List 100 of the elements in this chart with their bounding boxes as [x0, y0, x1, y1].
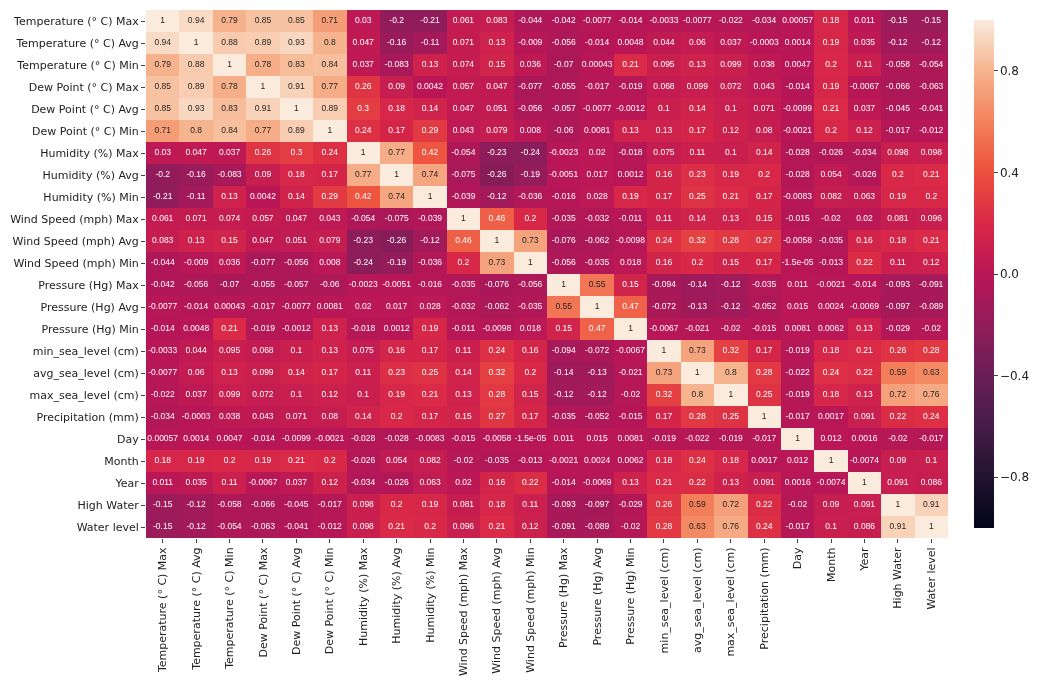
data-label: 0.14: [354, 411, 372, 422]
data-label: 0.3: [290, 147, 303, 158]
data-label: 0.043: [319, 213, 341, 224]
data-label: 0.057: [452, 81, 475, 92]
data-label: -0.19: [520, 169, 541, 180]
data-label: 0.047: [185, 147, 208, 158]
data-label: 0.017: [586, 169, 609, 180]
data-label: -0.016: [551, 191, 577, 202]
data-label: -0.026: [852, 169, 877, 180]
x-tick-label: Dew Point (° C) Max: [256, 546, 270, 658]
data-label: -0.076: [484, 279, 510, 290]
x-tick-label: Pressure (Hg) Avg: [590, 547, 604, 646]
data-label: -0.083: [384, 59, 409, 70]
data-label: 0.2: [825, 125, 838, 136]
data-label: 0.17: [755, 345, 773, 356]
data-label: 0.028: [586, 191, 609, 202]
data-label: 0.24: [923, 411, 940, 422]
data-label: 0.008: [319, 257, 341, 268]
data-label: 0.011: [553, 433, 575, 444]
data-label: -0.0098: [616, 235, 646, 246]
data-label: 0.25: [689, 191, 706, 202]
data-label: -0.017: [250, 301, 276, 312]
data-label: 0.11: [889, 257, 907, 268]
data-label: 0.03: [354, 15, 372, 26]
data-label: 0.061: [152, 213, 174, 224]
data-label: 0.22: [755, 499, 773, 510]
data-label: 0.73: [488, 257, 506, 268]
data-label: -0.0077: [148, 367, 178, 378]
data-label: 0.18: [488, 499, 506, 510]
data-label: 0.18: [822, 15, 840, 26]
data-label: -0.091: [551, 521, 577, 532]
data-label: -0.075: [384, 213, 409, 224]
data-label: -0.013: [518, 455, 543, 466]
data-label: 0.59: [889, 367, 907, 378]
data-label: -0.15: [153, 499, 173, 510]
data-label: 1: [628, 323, 634, 334]
data-label: 0.24: [321, 147, 339, 158]
data-label: 0.72: [722, 499, 740, 510]
data-label: 0.00043: [581, 59, 613, 70]
data-label: 0.25: [755, 389, 773, 400]
data-label: -0.052: [585, 411, 610, 422]
data-label: 0.0062: [617, 455, 644, 466]
data-label: 0.14: [288, 191, 305, 202]
data-label: -1.5e-05: [781, 257, 814, 268]
data-label: -0.0077: [148, 301, 178, 312]
data-label: 0.079: [319, 235, 341, 246]
y-tick-label: Month: [104, 454, 139, 468]
data-label: -0.02: [787, 499, 808, 510]
data-label: 0.047: [352, 37, 375, 48]
data-label: -0.014: [785, 81, 810, 92]
data-label: 0.2: [891, 169, 905, 180]
data-label: 0.1: [290, 345, 303, 356]
data-label: -0.017: [785, 521, 810, 532]
data-label: 0.55: [555, 301, 573, 312]
data-label: 0.098: [352, 499, 375, 510]
data-label: 0.28: [722, 235, 740, 246]
data-label: 0.03: [154, 147, 172, 158]
data-label: -0.017: [885, 125, 911, 136]
data-label: 0.78: [254, 59, 272, 70]
data-label: 0.079: [486, 125, 508, 136]
data-label: 1: [394, 169, 400, 180]
x-tick-label: Humidity (%) Min: [423, 547, 437, 643]
y-tick-label: Dew Point (° C) Avg: [31, 102, 139, 116]
data-label: -0.094: [651, 279, 677, 290]
y-tick-label: Precipitation (mm): [36, 410, 139, 424]
data-label: -0.077: [518, 81, 543, 92]
data-label: 0.13: [221, 367, 239, 378]
data-label: -0.0099: [783, 103, 813, 114]
data-label: -0.076: [551, 235, 577, 246]
data-label: 0.083: [152, 235, 174, 246]
data-label: 1: [527, 257, 533, 268]
data-label: -0.015: [752, 323, 777, 334]
data-label: 0.2: [223, 455, 236, 466]
data-label: -0.054: [451, 147, 476, 158]
data-label: -0.21: [420, 15, 440, 26]
data-label: 0.84: [321, 59, 339, 70]
data-label: -0.23: [487, 147, 507, 158]
data-label: 0.13: [455, 389, 472, 400]
data-label: 0.19: [254, 455, 272, 466]
data-label: 0.15: [755, 213, 773, 224]
data-label: 0.015: [586, 433, 609, 444]
data-label: -0.06: [320, 279, 340, 290]
data-label: 0.17: [421, 345, 439, 356]
data-label: 1: [561, 279, 567, 290]
data-label: 0.054: [385, 455, 408, 466]
data-label: -0.02: [921, 323, 942, 334]
data-label: 0.018: [519, 323, 542, 334]
data-label: -0.035: [551, 411, 577, 422]
data-label: 1: [795, 433, 801, 444]
data-label: -0.0023: [549, 147, 579, 158]
data-label: 0.09: [889, 455, 907, 466]
data-label: -0.035: [585, 257, 610, 268]
data-label: 0.16: [488, 477, 506, 488]
data-label: 0.15: [722, 257, 740, 268]
data-label: 0.068: [252, 345, 274, 356]
data-label: 0.0014: [183, 433, 210, 444]
data-label: 0.0081: [617, 433, 644, 444]
data-label: 0.26: [354, 81, 372, 92]
data-label: 0.24: [354, 125, 372, 136]
data-label: 0.3: [357, 103, 370, 114]
